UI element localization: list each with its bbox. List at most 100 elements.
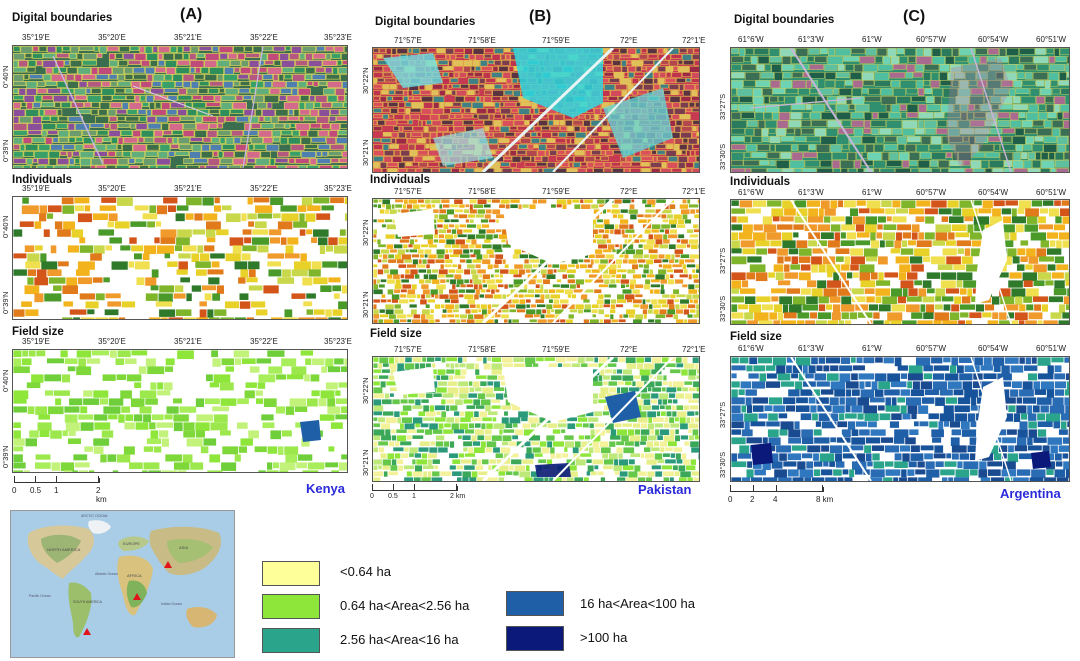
map-panel-pakistan-digital [372,47,700,173]
x-tick: 71°57'E [394,345,422,354]
map-canvas [731,48,1069,172]
x-tick: 35°19'E [22,337,50,346]
x-tick: 71°58'E [468,36,496,45]
x-tick: 72°1'E [682,345,706,354]
y-tick: 30°22'N [361,67,370,94]
x-tick: 35°22'E [250,184,278,193]
y-tick: 30°22'N [361,219,370,246]
map-label: NORTH AMERICA [47,547,81,552]
legend: <0.64 ha 0.64 ha<Area<2.56 ha 2.56 ha<Ar… [262,556,732,656]
map-label: ARCTIC OCEAN [81,514,108,518]
x-tick: 35°23'E [324,337,352,346]
column-letter-c: (C) [903,8,926,25]
map-panel-pakistan-individuals [372,198,700,324]
x-tick: 61°W [862,35,882,44]
x-tick: 60°54'W [978,35,1009,44]
y-tick: 33°30'S [718,451,727,478]
x-tick: 61°6'W [738,344,764,353]
x-tick: 71°57'E [394,187,422,196]
map-label: Indian Ocean [161,602,182,606]
y-tick: 33°27'S [718,247,727,274]
section-title-individuals-a: Individuals [12,174,73,186]
scale-label: 4 [773,495,778,504]
marker-argentina-icon [83,628,91,635]
column-letter-a: (A) [180,6,203,23]
map-panel-pakistan-fieldsize [372,356,700,482]
x-tick: 71°59'E [542,187,570,196]
map-canvas [373,199,699,323]
scale-label: 2 [750,495,755,504]
scale-label: 0 [12,486,17,495]
x-tick: 71°58'E [468,345,496,354]
x-tick: 72°1'E [682,36,706,45]
x-ticks-a3: 35°19'E 35°20'E 35°21'E 35°22'E 35°23'E [12,337,352,349]
x-tick: 61°3'W [798,35,824,44]
section-title-individuals-c: Individuals [730,176,791,188]
legend-swatch [262,628,320,653]
x-tick: 35°20'E [98,337,126,346]
map-label: EUROPE [123,541,140,546]
world-overview-map: NORTH AMERICA EUROPE ASIA AFRICA SOUTH A… [10,510,235,658]
legend-label: 2.56 ha<Area<16 ha [340,632,459,647]
y-tick: 30°21'N [361,139,370,166]
x-tick: 72°1'E [682,187,706,196]
map-panel-argentina-digital [730,47,1070,173]
scale-label: 0.5 [30,486,42,495]
scale-label: 0.5 [388,493,398,500]
scale-bar-pakistan: 0 0.5 1 2 km [370,484,470,508]
legend-label: 0.64 ha<Area<2.56 ha [340,598,470,613]
x-tick: 61°3'W [798,344,824,353]
section-title-individuals-b: Individuals [370,174,431,186]
x-tick: 60°51'W [1036,35,1067,44]
x-tick: 60°57'W [916,188,947,197]
legend-swatch [262,594,320,619]
x-ticks-c2: 61°6'W 61°3'W 61°W 60°57'W 60°54'W 60°51… [730,188,1080,200]
y-tick: 0°39'N [1,445,10,468]
country-label-argentina: Argentina [1000,486,1061,501]
x-tick: 72°E [620,36,638,45]
x-ticks-c3: 61°6'W 61°3'W 61°W 60°57'W 60°54'W 60°51… [730,344,1080,356]
section-title-digital-c: Digital boundaries [734,14,835,26]
x-tick: 35°22'E [250,33,278,42]
x-ticks-b1: 71°57'E 71°58'E 71°59'E 72°E 72°1'E [372,36,712,48]
x-tick: 60°57'W [916,344,947,353]
x-tick: 35°20'E [98,33,126,42]
scale-label: 0 [370,493,374,500]
x-tick: 35°20'E [98,184,126,193]
world-map-canvas: NORTH AMERICA EUROPE ASIA AFRICA SOUTH A… [11,511,234,657]
y-tick: 33°27'S [718,93,727,120]
legend-swatch [506,626,564,651]
map-canvas [13,350,347,472]
x-tick: 60°57'W [916,35,947,44]
x-tick: 60°54'W [978,344,1009,353]
x-tick: 61°W [862,344,882,353]
x-tick: 35°19'E [22,33,50,42]
x-tick: 72°E [620,187,638,196]
map-label: SOUTH AMERICA [73,600,103,604]
y-tick: 30°21'N [361,449,370,476]
scale-label: 8 km [816,495,834,504]
scale-bar-kenya: 0 0.5 1 2 km [12,476,112,504]
section-title-fieldsize-c: Field size [730,331,782,343]
map-canvas [13,197,347,319]
marker-pakistan-icon [164,561,172,568]
y-tick: 30°22'N [361,377,370,404]
country-label-pakistan: Pakistan [638,482,692,497]
scale-bar-argentina: 0 2 4 8 km [728,485,838,509]
x-tick: 61°6'W [738,35,764,44]
map-panel-argentina-individuals [730,199,1070,325]
x-tick: 60°51'W [1036,344,1067,353]
x-tick: 35°23'E [324,33,352,42]
legend-swatch [506,591,564,616]
x-tick: 35°23'E [324,184,352,193]
y-tick: 30°21'N [361,291,370,318]
column-letter-b: (B) [529,8,552,25]
y-tick: 33°30'S [718,295,727,322]
map-canvas [13,46,347,168]
scale-label: 2 km [96,486,107,504]
x-ticks-b2: 71°57'E 71°58'E 71°59'E 72°E 72°1'E [372,187,712,199]
x-tick: 35°22'E [250,337,278,346]
map-canvas [731,357,1069,481]
x-tick: 60°51'W [1036,188,1067,197]
map-panel-kenya-individuals [12,196,348,320]
